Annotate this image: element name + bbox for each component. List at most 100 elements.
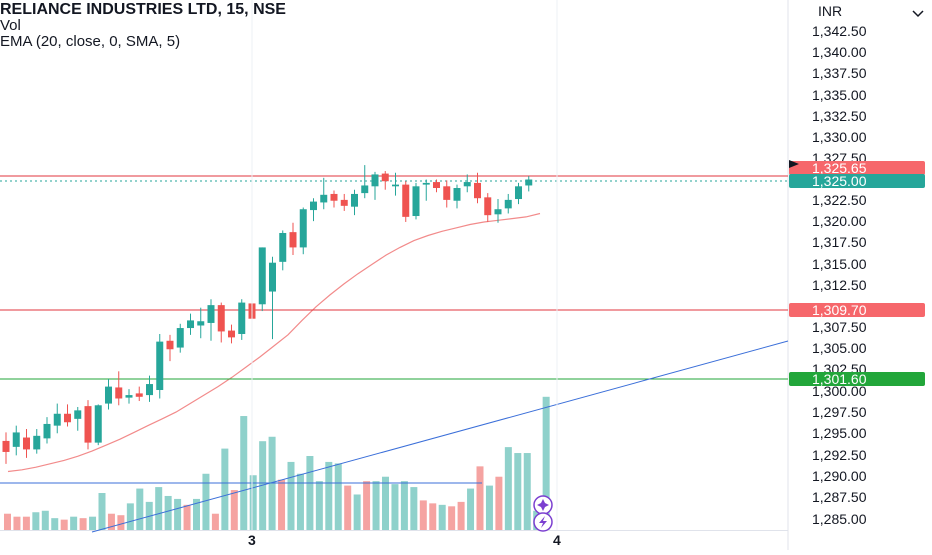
volume-bar bbox=[542, 396, 550, 530]
volume-bar bbox=[230, 490, 238, 530]
candle-body bbox=[33, 435, 41, 450]
price-tick-label: 1,300.00 bbox=[812, 383, 867, 399]
price-tick-label: 1,297.50 bbox=[812, 404, 867, 420]
candle bbox=[64, 404, 71, 427]
candle bbox=[392, 172, 399, 196]
price-tick-label: 1,287.50 bbox=[812, 489, 867, 505]
candle-body bbox=[207, 305, 215, 323]
price-tag-bg bbox=[789, 174, 925, 188]
candle-body bbox=[228, 330, 235, 338]
volume-bar bbox=[353, 494, 361, 530]
candle bbox=[433, 179, 440, 193]
trendline bbox=[91, 340, 789, 533]
candle bbox=[105, 378, 112, 410]
price-tick-label: 1,305.00 bbox=[812, 340, 867, 356]
candle-series bbox=[2, 165, 533, 464]
volume-bar bbox=[514, 453, 522, 530]
candle-body bbox=[146, 384, 153, 396]
candle-body bbox=[402, 184, 410, 217]
candle bbox=[94, 404, 102, 446]
price-tick-label: 1,337.50 bbox=[812, 65, 867, 81]
candle bbox=[33, 429, 41, 454]
candle-body bbox=[12, 432, 20, 447]
candle bbox=[371, 171, 379, 200]
candle-body bbox=[176, 328, 184, 348]
symbol-title[interactable]: RELIANCE INDUSTRIES LTD, 15, NSE bbox=[0, 1, 286, 18]
volume-bar bbox=[70, 516, 78, 530]
candle-body bbox=[504, 199, 512, 209]
volume-bar bbox=[211, 513, 219, 530]
candle bbox=[217, 302, 225, 343]
price-axis[interactable]: INR 1,342.50 1,340.00 1,337.50 1,335.00 1,332… bbox=[789, 3, 925, 527]
volume-bar bbox=[296, 473, 304, 530]
volume-bar bbox=[410, 487, 418, 530]
horizontal-levels[interactable] bbox=[0, 175, 788, 380]
candle-body bbox=[64, 413, 71, 423]
candle-body bbox=[433, 182, 440, 189]
price-tag-up: 1,325.00 bbox=[789, 173, 925, 189]
current-price-pointer-icon bbox=[789, 160, 799, 168]
candle bbox=[422, 179, 430, 201]
volume-bar bbox=[306, 456, 314, 530]
price-tag-down: 1,325.65 bbox=[789, 160, 925, 176]
candle-body bbox=[197, 321, 205, 326]
candle bbox=[340, 193, 348, 211]
candle-body bbox=[474, 182, 481, 199]
volume-bar bbox=[79, 518, 87, 530]
candle bbox=[187, 313, 194, 335]
candle bbox=[2, 432, 10, 464]
candle-body bbox=[156, 341, 164, 390]
volume-bar bbox=[98, 493, 106, 530]
volume-bar bbox=[22, 516, 30, 530]
candle bbox=[258, 247, 266, 312]
price-tick-label: 1,320.00 bbox=[812, 213, 867, 229]
event-markers[interactable] bbox=[533, 495, 553, 532]
candle bbox=[484, 193, 492, 222]
candle-body bbox=[484, 197, 492, 216]
candle-body bbox=[43, 423, 51, 439]
candle-body bbox=[269, 262, 276, 292]
candle bbox=[299, 207, 307, 255]
candle-body bbox=[371, 174, 379, 187]
candle bbox=[146, 375, 153, 402]
price-tick-label: 1,317.50 bbox=[812, 234, 867, 250]
candle-body bbox=[412, 186, 420, 217]
volume-bar bbox=[391, 484, 399, 530]
volume-bar bbox=[183, 504, 191, 530]
candle-body bbox=[217, 305, 225, 332]
volume-bar bbox=[325, 461, 333, 530]
volume-bar bbox=[193, 498, 200, 530]
ema-indicator-label[interactable]: EMA (20, close, 0, SMA, 5) bbox=[0, 33, 181, 50]
candle bbox=[156, 333, 164, 399]
trendlines[interactable] bbox=[0, 340, 789, 533]
volume-bar bbox=[155, 487, 163, 530]
volume-bar bbox=[457, 501, 465, 530]
price-tick-label: 1,312.50 bbox=[812, 277, 867, 293]
price-tag-text: 1,301.60 bbox=[812, 371, 867, 387]
volume-bar bbox=[107, 513, 115, 530]
candle-body bbox=[258, 247, 266, 305]
price-tick-label: 1,340.00 bbox=[812, 44, 867, 60]
candle-body bbox=[381, 173, 389, 182]
candle-body bbox=[525, 179, 533, 186]
time-tick-label: 3 bbox=[248, 532, 256, 548]
candle-body bbox=[279, 232, 287, 262]
candle-body bbox=[135, 393, 143, 397]
volume-bar bbox=[476, 466, 484, 530]
candle-body bbox=[463, 182, 471, 187]
volume-bar bbox=[51, 518, 59, 530]
candle bbox=[43, 417, 51, 444]
volume-bar bbox=[372, 481, 380, 530]
volume-indicator-label[interactable]: Vol bbox=[0, 17, 21, 34]
candle bbox=[412, 182, 420, 220]
candle-body bbox=[310, 201, 317, 211]
candle bbox=[12, 425, 20, 456]
volume-bar bbox=[467, 488, 475, 530]
volume-bar bbox=[41, 510, 49, 530]
candle-body bbox=[392, 184, 399, 187]
candle bbox=[207, 299, 215, 341]
candle bbox=[125, 389, 133, 404]
